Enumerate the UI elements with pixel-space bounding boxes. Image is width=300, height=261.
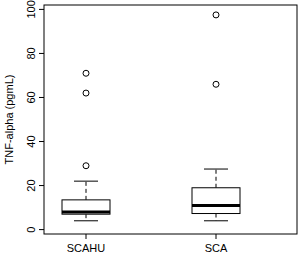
outlier [83,70,89,76]
y-tick-label: 80 [25,47,37,59]
box [192,188,240,214]
y-tick-label: 100 [25,0,37,18]
upper-whisker [216,169,217,188]
lower-whisker [216,214,217,221]
x-tick [216,234,217,239]
y-tick-label: 60 [25,91,37,103]
box [62,200,110,214]
chart: 0 20 40 60 80 100 TNF-alpha (pgmL) SCAHU SCA [0,0,300,261]
median [192,204,240,207]
max-cap [204,169,228,170]
median [62,210,110,213]
min-cap [204,220,228,221]
y-axis-label: TNF-alpha (pgmL) [3,75,15,165]
outlier [213,81,219,87]
y-tick [39,185,44,186]
boxes [62,12,240,221]
y-tick [39,9,44,10]
y-tick [39,141,44,142]
y-tick-label: 20 [25,179,37,191]
min-cap [74,220,98,221]
lower-whisker [86,214,87,221]
outlier [83,163,89,169]
y-tick-label: 40 [25,135,37,147]
y-tick [39,97,44,98]
y-tick-label: 0 [25,227,37,233]
x-tick [86,234,87,239]
outlier [83,90,89,96]
frame [44,5,297,234]
y-tick [39,229,44,230]
outlier [213,12,219,18]
upper-whisker [86,181,87,200]
y-tick [39,53,44,54]
x-tick-label: SCAHU [67,242,106,254]
x-tick-label: SCA [205,242,228,254]
max-cap [74,181,98,182]
